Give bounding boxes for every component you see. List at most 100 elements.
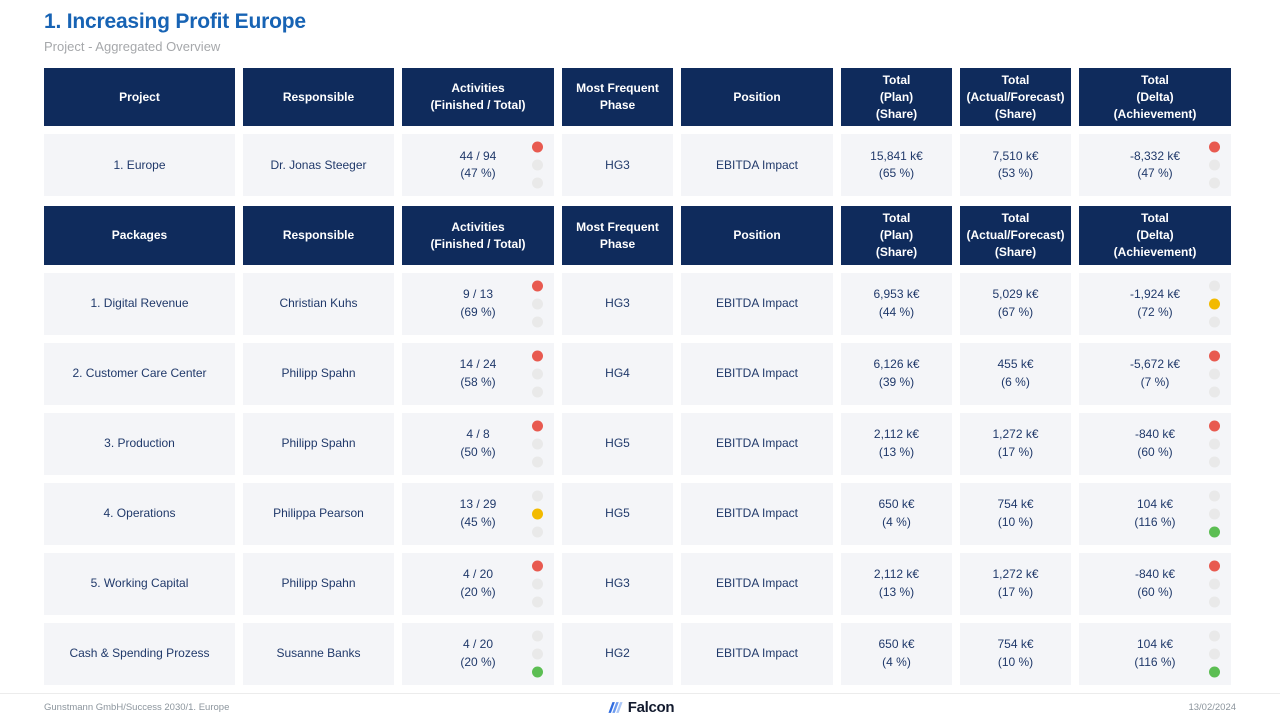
responsible-label: Philipp Spahn [281,366,356,381]
column-header: Activities (Finished / Total) [402,206,554,265]
status-dot-red [1209,350,1220,362]
phase-label: HG4 [605,366,630,381]
status-dot-green [532,316,543,328]
delta-share: (60 %) [1137,584,1173,599]
total-plan-cell: 6,953 k€ (44 %) [841,272,952,335]
actual-share: (17 %) [997,444,1034,459]
actual-value: 1,272 k€ [992,567,1039,582]
status-dot-yellow [1209,438,1220,450]
total-delta-cell: -8,332 k€ (47 %) [1079,134,1231,197]
delta-share: (60 %) [1137,444,1173,459]
activities-traffic-light-icon [532,490,543,538]
phase-cell: HG5 [562,412,673,475]
status-dot-yellow [532,298,543,310]
delta-traffic-light-icon [1209,141,1220,189]
position-label: EBITDA Impact [715,366,799,381]
phase-cell: HG3 [562,552,673,615]
delta-value: -1,924 k€ [1129,287,1181,302]
status-dot-green [1209,386,1220,398]
activities-share: (47 %) [460,166,496,181]
total-delta-cell: 104 k€ (116 %) [1079,622,1231,685]
status-dot-red [1209,560,1220,572]
status-dot-green [532,666,543,678]
phase-label: HG5 [605,436,630,451]
total-plan-cell: 2,112 k€ (13 %) [841,552,952,615]
total-plan-cell: 650 k€ (4 %) [841,482,952,545]
status-dot-yellow [1209,648,1220,660]
activities-cell: 4 / 20 (20 %) [402,552,554,615]
activities-count: 13 / 29 [459,497,497,512]
responsible-cell: Philipp Spahn [243,342,394,405]
delta-value: 104 k€ [1136,497,1174,512]
status-dot-red [1209,141,1220,153]
actual-share: (53 %) [997,166,1034,181]
falcon-logo-icon [608,701,623,713]
activities-share: (50 %) [460,444,496,459]
status-dot-green [532,386,543,398]
activities-traffic-light-icon [532,630,543,678]
footer-date: 13/02/2024 [1188,701,1237,713]
activities-count: 44 / 94 [459,149,497,163]
position-cell: EBITDA Impact [681,412,833,475]
responsible-label: Philippa Pearson [273,506,364,521]
column-header: Total (Plan) (Share) [841,206,952,265]
delta-traffic-light-icon [1209,630,1220,678]
row-name-cell: 3. Production [44,412,235,475]
responsible-cell: Philipp Spahn [243,412,394,475]
column-header: Most Frequent Phase [562,206,673,265]
column-header: Responsible [243,68,394,127]
total-plan-cell: 650 k€ (4 %) [841,622,952,685]
delta-value: 104 k€ [1136,637,1174,652]
status-dot-green [532,456,543,468]
actual-value: 1,272 k€ [992,427,1039,442]
position-cell: EBITDA Impact [681,552,833,615]
plan-value: 15,841 k€ [870,149,923,163]
responsible-cell: Philippa Pearson [243,482,394,545]
row-name-label: 3. Production [104,436,175,451]
status-dot-red [532,280,543,292]
plan-value: 6,953 k€ [873,287,920,302]
activities-share: (20 %) [460,584,496,599]
status-dot-yellow [1209,159,1220,171]
activities-count: 4 / 20 [462,567,494,582]
actual-value: 754 k€ [997,637,1034,652]
total-actual-cell: 7,510 k€ (53 %) [960,134,1071,197]
activities-cell: 4 / 8 (50 %) [402,412,554,475]
activities-cell: 4 / 20 (20 %) [402,622,554,685]
total-delta-cell: -840 k€ (60 %) [1079,412,1231,475]
footer: Gunstmann GmbH/Success 2030/1. Europe Fa… [0,693,1280,720]
delta-traffic-light-icon [1209,490,1220,538]
status-dot-red [532,560,543,572]
plan-value: 6,126 k€ [873,357,920,372]
footer-logo: Falcon [606,699,675,716]
activities-cell: 44 / 94 (47 %) [402,134,554,197]
actual-share: (67 %) [997,304,1034,319]
row-name-label: 2. Customer Care Center [72,366,207,381]
delta-traffic-light-icon [1209,280,1220,328]
status-dot-red [532,630,543,642]
activities-cell: 9 / 13 (69 %) [402,272,554,335]
phase-cell: HG5 [562,482,673,545]
row-name-cell: 1. Europe [44,134,235,197]
total-actual-cell: 1,272 k€ (17 %) [960,552,1071,615]
plan-share: (39 %) [878,374,915,389]
plan-share: (44 %) [878,304,915,319]
footer-breadcrumb: Gunstmann GmbH/Success 2030/1. Europe [44,701,230,713]
total-plan-cell: 15,841 k€ (65 %) [841,134,952,197]
activities-count: 4 / 20 [462,637,494,652]
actual-value: 455 k€ [997,357,1034,372]
activities-traffic-light-icon [532,420,543,468]
status-dot-red [532,420,543,432]
status-dot-yellow [532,438,543,450]
status-dot-green [1209,526,1220,538]
delta-value: -840 k€ [1134,567,1176,582]
column-header: Total (Delta) (Achievement) [1079,206,1231,265]
row-name-cell: 4. Operations [44,482,235,545]
status-dot-green [1209,177,1220,189]
actual-share: (6 %) [1001,374,1030,389]
activities-traffic-light-icon [532,560,543,608]
status-dot-yellow [1209,368,1220,380]
total-actual-cell: 5,029 k€ (67 %) [960,272,1071,335]
position-cell: EBITDA Impact [681,342,833,405]
row-name-cell: 2. Customer Care Center [44,342,235,405]
